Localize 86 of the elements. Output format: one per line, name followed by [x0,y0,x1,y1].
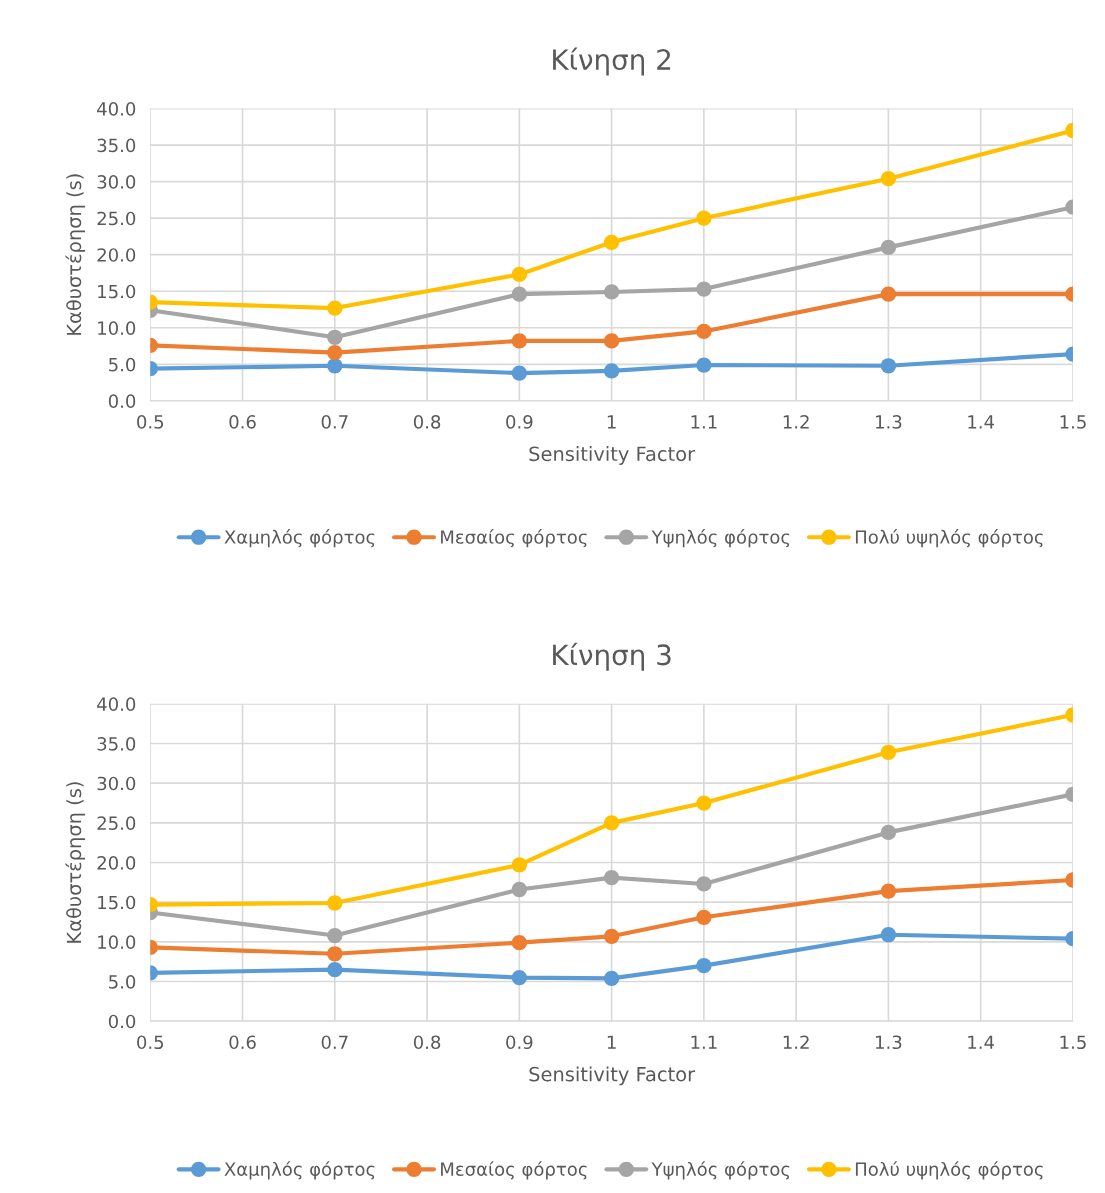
point [696,281,712,297]
point [696,357,712,373]
point [603,284,620,300]
x-tick-label: 0.5 [137,1035,164,1050]
legend-label: Πολύ υψηλός φόρτος [855,1161,1043,1180]
point [696,323,712,340]
y-tick-label: 15.0 [98,284,136,299]
x-tick-label: 0.8 [413,1035,441,1050]
x-tick-label: 1.5 [1060,415,1086,429]
point [511,365,527,381]
point [696,876,712,892]
y-tick-label: 40.0 [97,697,136,711]
point [327,344,343,361]
point [603,363,620,379]
x-tick-label: 0.7 [321,1035,348,1050]
y-axis-title: Καθυστέρηση (s) [65,174,86,335]
legend-label: Μεσαίος φόρτος [441,1161,587,1180]
y-tick-label: 5.0 [109,975,136,989]
point [327,895,343,911]
point [511,286,527,302]
x-tick-label: 0.9 [506,1035,533,1050]
x-axis-title: Sensitivity Factor [529,446,696,465]
y-tick-label: 0.0 [108,1014,136,1029]
y-tick-label: 15.0 [98,895,136,910]
x-tick-label: 1.3 [876,1035,902,1050]
point [511,333,527,349]
y-tick-label: 25.0 [97,211,136,226]
point [696,795,712,811]
point [327,300,343,316]
y-tick-label: 10.0 [98,935,136,949]
y-tick-label: 20.0 [97,856,136,870]
x-tick-label: 1 [607,415,616,429]
x-tick-label: 1.2 [783,415,809,429]
x-tick-label: 1.1 [691,415,717,429]
x-tick-label: 0.9 [506,415,533,429]
point [603,970,620,987]
x-tick-label: 0.5 [137,415,164,429]
y-tick-label: 30.0 [97,776,136,791]
x-tick-label: 0.6 [229,1035,256,1050]
y-tick-label: 30.0 [97,175,136,189]
point [327,946,343,962]
x-tick-label: 1.4 [968,415,995,429]
x-axis-title: Sensitivity Factor [529,1066,696,1086]
x-tick-label: 1 [607,1035,616,1049]
x-tick-label: 0.8 [413,415,441,429]
legend-label: Χαμηλός φόρτος [224,529,375,548]
point [603,234,620,250]
chart-title: Κίνηση 2 [553,47,671,76]
x-tick-label: 1.4 [968,1035,995,1049]
point [327,927,343,944]
legend-label: Πολύ υψηλός φόρτος [855,529,1043,548]
point [696,909,712,925]
y-tick-label: 35.0 [97,138,136,153]
chart-title: Κίνηση 3 [553,642,671,671]
y-tick-label: 25.0 [97,816,136,830]
point [696,210,712,226]
point [327,962,343,978]
legend-label: Υψηλός φόρτος [651,529,790,548]
y-tick-label: 35.0 [97,737,136,751]
y-tick-label: 20.0 [97,248,136,262]
legend-label: Μεσαίος φόρτος [441,529,587,548]
x-tick-label: 1.5 [1060,1035,1086,1050]
point [603,815,620,831]
point [511,935,527,951]
x-tick-label: 1.1 [691,1035,717,1049]
y-tick-label: 5.0 [109,357,136,372]
point [511,857,527,873]
legend-label: Χαμηλός φόρτος [224,1161,375,1180]
point [327,329,343,345]
point [603,333,620,349]
x-tick-label: 0.7 [321,415,348,429]
point [696,958,712,974]
y-tick-label: 10.0 [98,321,136,335]
legend-label: Υψηλός φόρτος [651,1161,790,1180]
point [511,266,527,283]
y-tick-label: 40.0 [97,102,136,116]
x-tick-label: 1.2 [783,1035,809,1049]
point [511,969,527,986]
x-tick-label: 1.3 [876,415,902,429]
point [603,869,620,886]
x-tick-label: 0.6 [229,415,256,429]
point [511,881,527,898]
point [327,358,343,374]
point [603,928,620,944]
y-axis-title: Καθυστέρηση (s) [65,782,86,943]
y-tick-label: 0.0 [108,394,136,408]
